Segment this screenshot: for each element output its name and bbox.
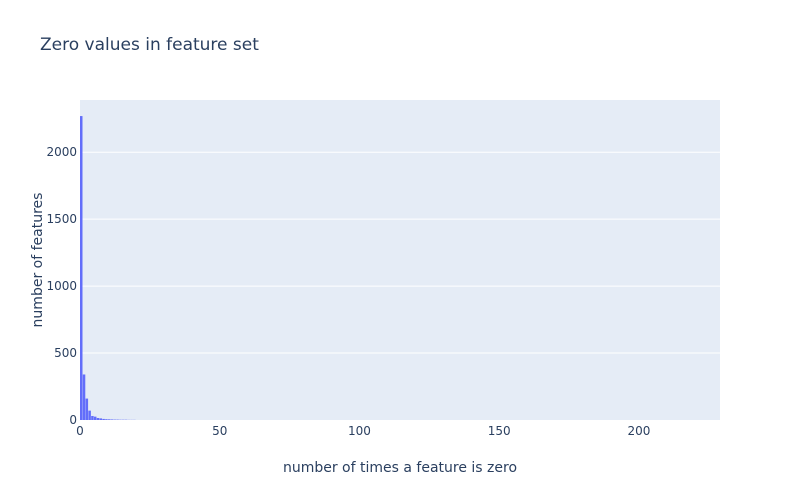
chart-title: Zero values in feature set bbox=[40, 35, 259, 55]
y-tick-label-2: 1000 bbox=[46, 279, 77, 293]
x-tick-label-3: 150 bbox=[488, 424, 511, 438]
x-tick-label-1: 50 bbox=[212, 424, 227, 438]
gridlines bbox=[80, 151, 720, 354]
bar-7 bbox=[99, 418, 103, 420]
x-axis-ticks: 0 50 100 150 200 bbox=[76, 424, 650, 438]
y-tick-label-0: 0 bbox=[69, 413, 77, 427]
y-tick-label-4: 2000 bbox=[46, 145, 77, 159]
bar-8 bbox=[102, 418, 105, 420]
y-axis-ticks: 0 500 1000 1500 2000 bbox=[46, 145, 77, 427]
x-axis-title: number of times a feature is zero bbox=[283, 460, 517, 476]
x-tick-label-4: 200 bbox=[627, 424, 650, 438]
histogram-bars bbox=[80, 116, 136, 420]
plot-area bbox=[80, 100, 720, 420]
bar-0 bbox=[80, 116, 83, 420]
x-tick-label-0: 0 bbox=[76, 424, 84, 438]
y-tick-label-3: 1500 bbox=[46, 212, 77, 226]
bar-9 bbox=[105, 419, 108, 420]
bar-3 bbox=[88, 410, 91, 420]
bar-4 bbox=[91, 415, 94, 420]
bar-6 bbox=[96, 417, 100, 420]
y-axis-title: number of features bbox=[30, 193, 46, 328]
bar-5 bbox=[93, 416, 97, 420]
bar-1 bbox=[82, 374, 86, 420]
bar-10 bbox=[107, 419, 111, 420]
bar-2 bbox=[85, 398, 89, 420]
x-tick-label-2: 100 bbox=[348, 424, 371, 438]
y-tick-label-1: 500 bbox=[54, 346, 77, 360]
bar-11 bbox=[110, 419, 114, 420]
